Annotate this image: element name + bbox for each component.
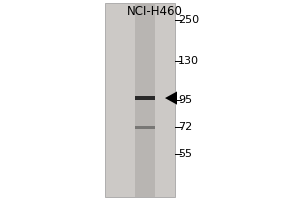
Text: 55: 55 [178,149,192,159]
Bar [135,96,155,100]
Text: NCI-H460: NCI-H460 [127,5,183,18]
Polygon shape [165,91,177,105]
Bar [135,3,155,197]
Text: 95: 95 [178,95,192,105]
Text: 72: 72 [178,122,192,132]
Text: 130: 130 [178,56,199,66]
Bar [105,3,175,197]
Text: 250: 250 [178,15,199,25]
Bar [135,126,155,129]
